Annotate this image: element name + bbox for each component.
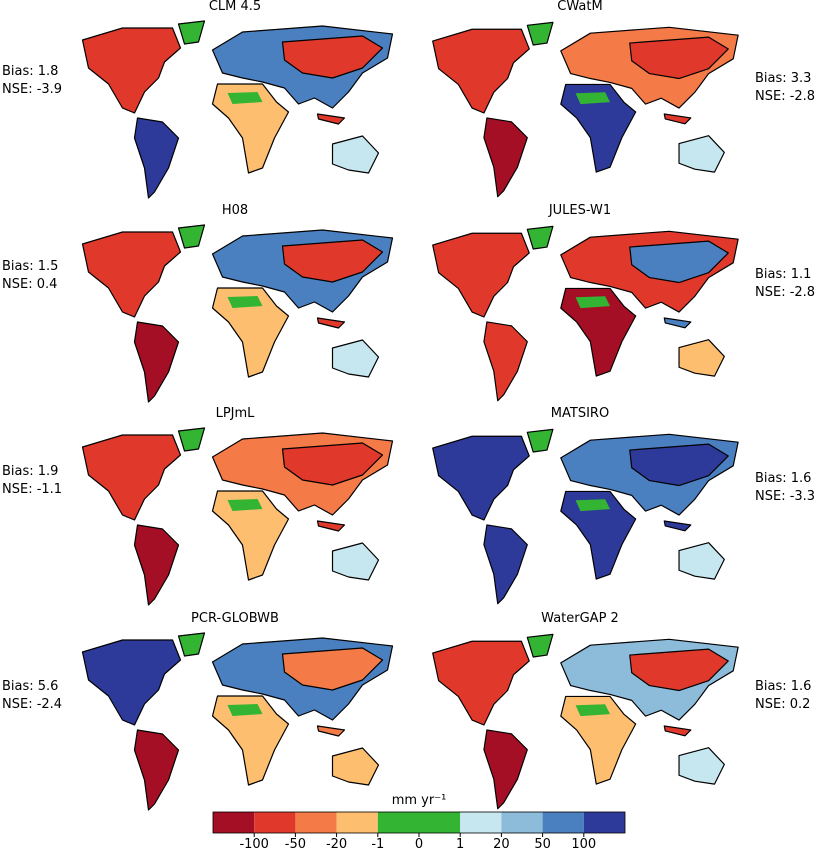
panel-title: H08 <box>222 203 248 218</box>
bias-label: Bias: 1.5 <box>2 259 58 274</box>
colorbar-tick-label: -100 <box>239 837 269 850</box>
world-map <box>81 427 394 606</box>
bias-label: Bias: 1.1 <box>755 267 811 282</box>
nse-label: NSE: -2.8 <box>755 285 815 300</box>
nse-label: NSE: -2.4 <box>2 697 62 712</box>
maps: CLM 4.5 Bias: 1.8 NSE: -3.9 CWatM Bias: 3.3 N… <box>2 0 815 811</box>
colorbar-tick-label: 100 <box>571 837 596 850</box>
panel-title: CWatM <box>557 0 602 14</box>
colorbar: mm yr⁻¹ -100 -50 -20 -1 0 1 20 50 100 <box>212 793 626 852</box>
colorbar-swatch <box>501 812 543 833</box>
bias-label: Bias: 1.8 <box>2 64 58 79</box>
colorbar-label: mm yr⁻¹ <box>392 793 447 808</box>
colorbar-tick-label: 50 <box>534 837 551 850</box>
bias-label: Bias: 1.9 <box>2 464 58 479</box>
colorbar-swatch <box>460 812 502 833</box>
colorbar-swatch <box>377 812 419 833</box>
panel-title: PCR-GLOBWB <box>191 611 279 626</box>
colorbar-swatch <box>295 812 337 833</box>
bias-label: Bias: 5.6 <box>2 679 58 694</box>
map-panel: PCR-GLOBWB Bias: 5.6 NSE: -2.4 <box>2 611 394 811</box>
panel-title: JULES-W1 <box>548 203 611 218</box>
colorbar-tick-label: -1 <box>371 837 384 850</box>
colorbar-swatch <box>542 812 584 833</box>
panel-title: MATSIRO <box>551 406 609 421</box>
world-map <box>432 21 739 198</box>
colorbar-tick-label: -50 <box>285 837 306 850</box>
map-panel: MATSIRO Bias: 1.6 NSE: -3.3 <box>432 406 815 605</box>
map-panel: LPJmL Bias: 1.9 NSE: -1.1 <box>2 406 394 606</box>
colorbar-swatch <box>419 812 461 833</box>
nse-label: NSE: -3.3 <box>755 489 815 504</box>
bias-label: Bias: 1.6 <box>755 471 811 486</box>
panel-title: LPJmL <box>216 406 256 421</box>
map-panel: CLM 4.5 Bias: 1.8 NSE: -3.9 <box>2 0 394 199</box>
map-panel: H08 Bias: 1.5 NSE: 0.4 <box>2 203 394 403</box>
colorbar-swatch <box>213 812 255 833</box>
colorbar-swatch <box>336 812 378 833</box>
bias-label: Bias: 1.6 <box>755 679 811 694</box>
map-panel: CWatM Bias: 3.3 NSE: -2.8 <box>432 0 815 198</box>
colorbar-swatch <box>254 812 296 833</box>
colorbar-swatch <box>583 812 625 833</box>
world-map <box>81 224 394 403</box>
nse-label: NSE: 0.4 <box>2 277 57 292</box>
nse-label: NSE: -2.8 <box>755 89 815 104</box>
bias-label: Bias: 3.3 <box>755 71 811 86</box>
world-map <box>432 428 739 605</box>
colorbar-tick-label: -20 <box>326 837 347 850</box>
nse-label: NSE: -1.1 <box>2 482 62 497</box>
world-map <box>81 632 394 811</box>
panel-title: WaterGAP 2 <box>541 611 619 626</box>
colorbar-tick-label: 1 <box>456 837 464 850</box>
map-panel: JULES-W1 Bias: 1.1 NSE: -2.8 <box>432 203 815 402</box>
nse-label: NSE: 0.2 <box>755 697 810 712</box>
map-panel: WaterGAP 2 Bias: 1.6 NSE: 0.2 <box>432 611 811 810</box>
world-map <box>81 20 394 199</box>
colorbar-tick-label: 0 <box>415 837 423 850</box>
colorbar-tick-label: 20 <box>493 837 510 850</box>
world-map <box>432 633 739 810</box>
world-map <box>432 225 739 402</box>
panel-title: CLM 4.5 <box>209 0 261 14</box>
nse-label: NSE: -3.9 <box>2 82 62 97</box>
